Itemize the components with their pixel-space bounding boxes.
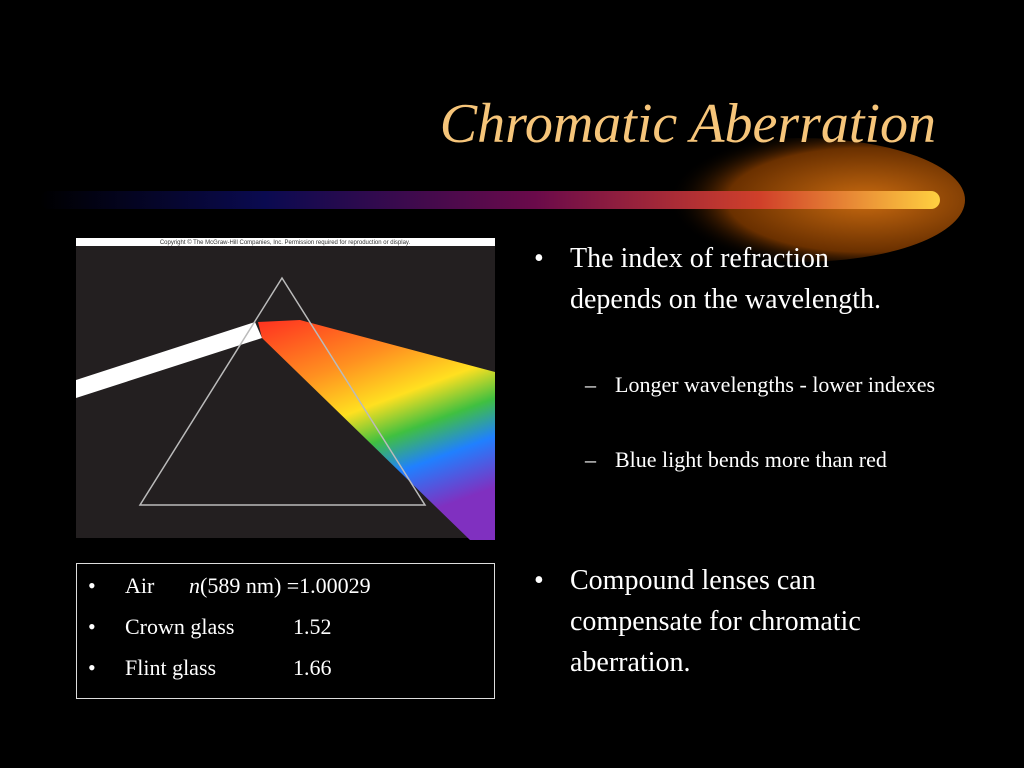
- value: n(589 nm) =1.00029: [189, 573, 371, 599]
- bullet: Compound lenses can compensate for chrom…: [534, 560, 940, 683]
- value: 1.52: [293, 614, 332, 639]
- material-row: Air n(589 nm) =1.00029: [88, 573, 371, 599]
- material-row: Crown glass 1.52: [88, 614, 332, 640]
- copyright: Copyright © The McGraw-Hill Companies, I…: [160, 239, 411, 246]
- value: 1.66: [293, 655, 332, 680]
- material-row: Flint glass 1.66: [88, 655, 332, 681]
- prism: [138, 276, 427, 506]
- material: Air: [125, 573, 155, 598]
- bullet: The index of refraction depends on the w…: [534, 238, 900, 320]
- materials-box: Air n(589 nm) =1.00029 Crown glass 1.52 …: [76, 563, 495, 699]
- material: Flint glass: [125, 655, 217, 680]
- sub-bullet: Longer wavelengths - lower indexes: [585, 368, 945, 401]
- value-text: (589 nm) =1.00029: [200, 573, 371, 598]
- swoosh: [40, 191, 940, 209]
- beam: [76, 322, 262, 398]
- material: Crown glass: [125, 614, 235, 639]
- title: Chromatic Aberration: [439, 93, 936, 155]
- spectrum: [258, 320, 495, 540]
- symbol: n: [189, 573, 200, 598]
- sub-bullet: Blue light bends more than red: [585, 443, 945, 476]
- figure-header: [76, 238, 495, 246]
